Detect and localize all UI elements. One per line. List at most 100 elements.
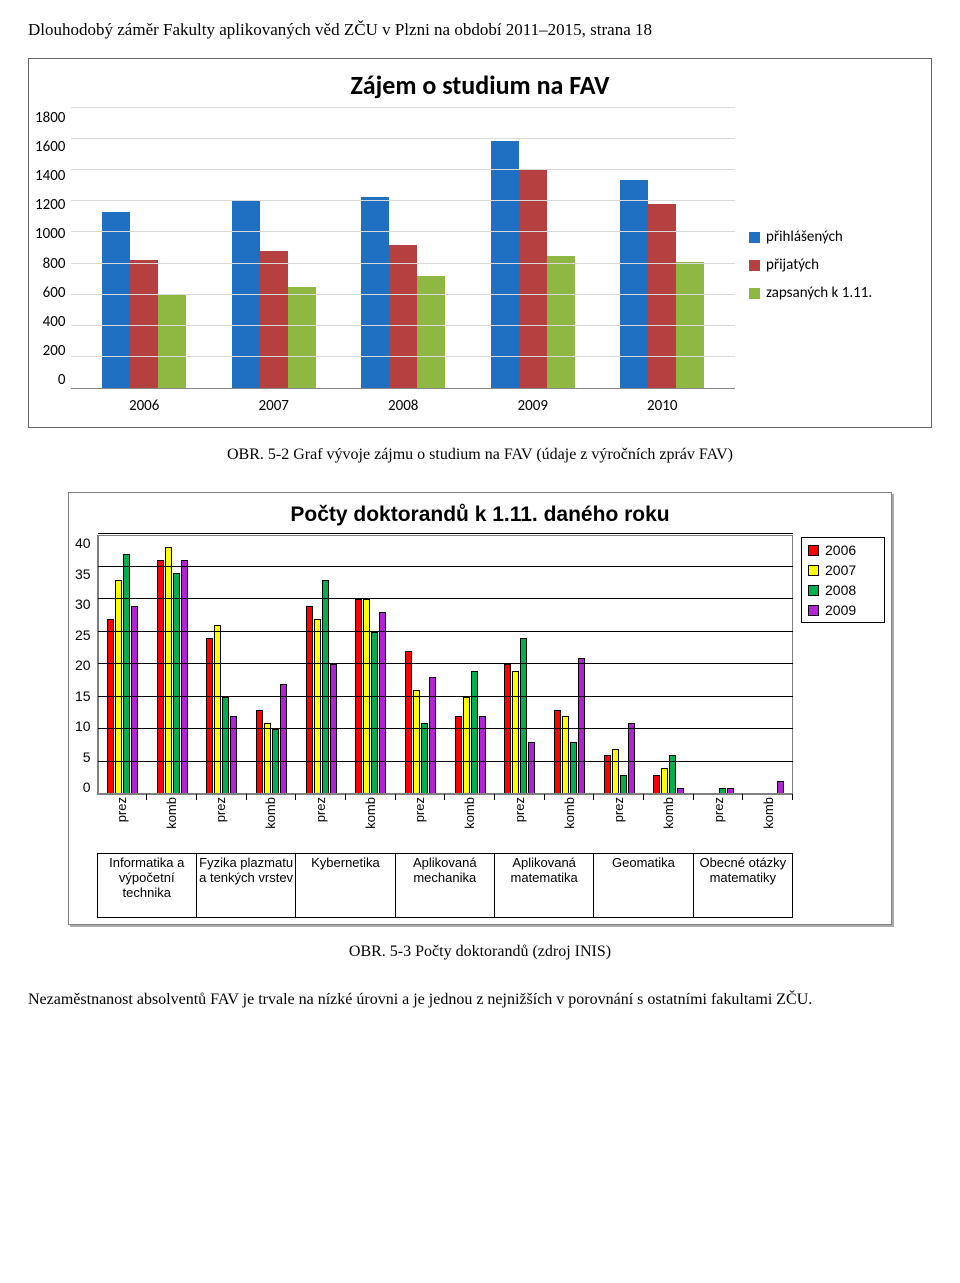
chart2-cluster <box>197 535 247 794</box>
chart1-groups <box>71 109 735 388</box>
chart2-subcat-label: komb <box>462 797 477 829</box>
chart1-bar <box>361 197 389 388</box>
chart2-bar <box>570 742 577 794</box>
legend-swatch <box>749 288 760 299</box>
chart2-cluster <box>296 535 346 794</box>
legend-label: 2006 <box>825 542 856 558</box>
chart1-xtick: 2006 <box>79 397 209 415</box>
chart2-bar <box>520 638 527 794</box>
chart1-ytick: 1200 <box>35 196 65 214</box>
chart2-bar <box>272 729 279 794</box>
chart2-ytick: 15 <box>75 688 91 704</box>
legend-label: přijatých <box>766 256 819 274</box>
chart1-ytick: 1000 <box>35 225 65 243</box>
chart2-bar <box>653 775 660 795</box>
chart2-bar <box>330 664 337 794</box>
chart2-category-label: Informatika a výpočetní technika <box>97 854 197 918</box>
chart2-frame: Počty doktorandů k 1.11. daného roku 403… <box>68 492 892 925</box>
chart2-caption: OBR. 5-3 Počty doktorandů (zdroj INIS) <box>28 943 932 961</box>
chart1-xtick: 2010 <box>597 397 727 415</box>
chart1-plot <box>71 109 735 389</box>
chart2-subcat-label: prez <box>512 797 527 822</box>
chart1-legend-item: zapsaných k 1.11. <box>749 284 925 302</box>
chart2-cluster <box>98 535 148 794</box>
chart2-plot <box>97 535 793 795</box>
page-header: Dlouhodobý záměr Fakulty aplikovaných vě… <box>28 20 932 40</box>
chart2-bar <box>528 742 535 794</box>
chart1-bar <box>102 212 130 388</box>
chart2-category-label: Geomatika <box>594 854 693 918</box>
chart1-ytick: 400 <box>43 313 66 331</box>
chart2-gridline <box>98 566 793 567</box>
chart1-xtick: 2009 <box>468 397 598 415</box>
chart2-bar <box>554 710 561 795</box>
chart1-ytick: 800 <box>43 255 66 273</box>
chart1-bar <box>389 245 417 388</box>
chart2-category-row: Informatika a výpočetní technikaFyzika p… <box>97 853 793 918</box>
chart2-subcat-row: prezkombprezkombprezkombprezkombprezkomb… <box>97 797 793 851</box>
chart1-bar <box>547 256 575 388</box>
chart2-cluster <box>495 535 545 794</box>
chart2-legend-item: 2009 <box>808 602 878 618</box>
chart2-ytick: 25 <box>75 627 91 643</box>
chart2-subcat-label: prez <box>611 797 626 822</box>
chart2-gridline <box>98 761 793 762</box>
chart2-subcat-label: komb <box>363 797 378 829</box>
chart2-plotwrap: prezkombprezkombprezkombprezkombprezkomb… <box>97 535 793 918</box>
chart2-bar <box>620 775 627 795</box>
chart2-category-label: Fyzika plazmatu a tenkých vrstev <box>197 854 296 918</box>
chart1-group <box>597 109 727 388</box>
chart1-legend: přihlášených přijatých zapsaných k 1.11. <box>735 109 925 421</box>
chart2-bar <box>504 664 511 794</box>
chart1-yaxis: 180016001400120010008006004002000 <box>35 109 71 389</box>
chart1-gridline <box>71 231 735 232</box>
chart2-bar <box>463 697 470 795</box>
chart2-bar <box>123 554 130 795</box>
chart2-gridline <box>98 533 793 534</box>
chart2-category-label: Obecné otázky matematiky <box>694 854 793 918</box>
chart1-plotwrap: 20062007200820092010 <box>71 109 735 421</box>
chart2-legend-item: 2006 <box>808 542 878 558</box>
chart1-bar <box>491 141 519 388</box>
chart2-bar <box>264 723 271 795</box>
chart1-ytick: 600 <box>43 284 66 302</box>
legend-swatch <box>749 232 760 243</box>
chart2-bar <box>306 606 313 795</box>
chart2-bar <box>157 560 164 794</box>
chart2-bar <box>777 781 784 794</box>
chart2-gridline <box>98 663 793 664</box>
chart2-subcat-label: prez <box>313 797 328 822</box>
chart2-bar <box>280 684 287 795</box>
chart1-ytick: 1800 <box>35 109 65 127</box>
chart1-ytick: 1400 <box>35 167 65 185</box>
chart2-cluster <box>147 535 197 794</box>
chart1-xtick: 2007 <box>209 397 339 415</box>
chart2-gridline <box>98 631 793 632</box>
chart1-bar <box>288 287 316 388</box>
chart1-gridline <box>71 138 735 139</box>
chart2-category-label: Aplikovaná mechanika <box>396 854 495 918</box>
chart2-bar <box>371 632 378 795</box>
chart2-bar <box>612 749 619 795</box>
chart1-bar <box>158 295 186 388</box>
chart2-subcat-label: komb <box>263 797 278 829</box>
chart2-bar <box>719 788 726 795</box>
chart2-bar <box>322 580 329 795</box>
chart2-subcat-label: komb <box>761 797 776 829</box>
chart1-gridline <box>71 325 735 326</box>
chart2-legend: 2006200720082009 <box>793 535 885 918</box>
chart2-cluster <box>445 535 495 794</box>
legend-swatch <box>808 565 819 576</box>
chart2-cluster <box>743 535 793 794</box>
chart2-legend-item: 2008 <box>808 582 878 598</box>
chart2-subcat-label: komb <box>661 797 676 829</box>
chart1-frame: Zájem o studium na FAV 18001600140012001… <box>28 58 932 428</box>
chart2-bar <box>578 658 585 795</box>
chart1-ytick: 200 <box>43 342 66 360</box>
chart1-legend-item: přihlášených <box>749 228 925 246</box>
chart1-title: Zájem o studium na FAV <box>35 69 925 101</box>
chart2-subcat-label: prez <box>711 797 726 822</box>
chart2-bar <box>379 612 386 794</box>
chart2-bar <box>471 671 478 795</box>
chart2-cluster <box>545 535 595 794</box>
